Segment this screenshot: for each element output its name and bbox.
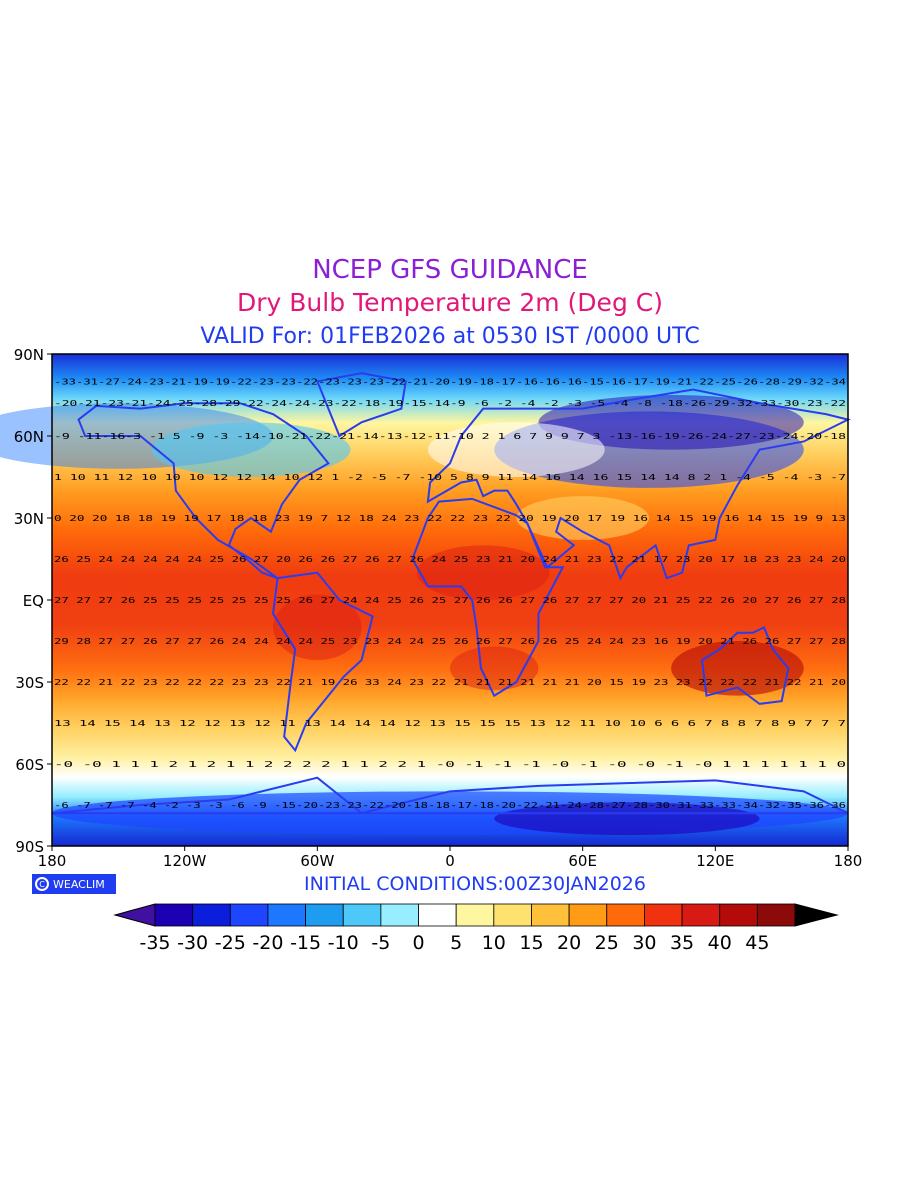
chart-subtitle: Dry Bulb Temperature 2m (Deg C): [237, 288, 663, 317]
y-tick-label: EQ: [23, 592, 44, 610]
australia-outline: [700, 625, 790, 705]
y-tick-label: 90N: [14, 346, 44, 364]
temperature-anomaly: [516, 496, 650, 540]
grid-value-row: 22 22 21 22 23 22 22 22 23 23 22 21 19 2…: [54, 678, 847, 687]
chart-title: NCEP GFS GUIDANCE: [312, 255, 588, 285]
x-tick-label: 120W: [163, 852, 207, 870]
x-tick-label: 60E: [568, 852, 597, 870]
grid-value-row: -33-31-27-24-23-21-19-19-22-23-23-22-23-…: [54, 377, 847, 386]
temperature-anomaly: [538, 395, 804, 450]
grid-value-row: 27 27 27 26 25 25 25 25 25 25 25 26 27 2…: [54, 596, 847, 605]
grid-value-row: -20-21-23-21-24-25-28-29-22-24-24-23-22-…: [54, 399, 846, 408]
y-tick-label: 60N: [14, 428, 44, 446]
x-tick-label: 180: [38, 852, 67, 870]
greenland-outline: [315, 372, 407, 438]
y-tick-label: 30N: [14, 510, 44, 528]
y-tick-label: 60S: [15, 756, 44, 774]
antarctica-outline: [51, 776, 849, 815]
grid-value-row: 29 28 27 27 26 27 27 26 24 24 24 24 25 2…: [54, 637, 847, 646]
grid-value-row: 1 10 11 12 10 10 10 12 12 14 10 12 1 -2 …: [54, 473, 846, 482]
y-tick-label: 30S: [15, 674, 44, 692]
weaclim-badge: C WEACLIM: [32, 874, 116, 894]
temperature-anomaly: [273, 594, 362, 661]
weaclim-label: WEACLIM: [53, 877, 105, 891]
initial-conditions-label: INITIAL CONDITIONS:00Z30JAN2026: [304, 873, 646, 895]
grid-value-row: -0 -0 1 1 1 2 1 2 1 1 2 2 2 2 1 1 2 2 1 …: [54, 760, 847, 769]
temperature-anomaly: [450, 646, 539, 691]
temperature-anomaly: [416, 545, 550, 601]
x-tick-label: 120E: [696, 852, 734, 870]
grid-value-row: -9 -11-16-3 -1 5 -9 -3 -14-10-21-22-21-1…: [54, 432, 847, 441]
y-tick-label: 90S: [15, 838, 44, 856]
x-tick-label: 180: [834, 852, 863, 870]
x-tick-label: 60W: [300, 852, 334, 870]
grid-value-row: 26 25 24 24 24 24 24 25 26 27 20 26 26 2…: [54, 555, 847, 564]
valid-time-label: VALID For: 01FEB2026 at 0530 IST /0000 U…: [200, 324, 700, 349]
temperature-anomaly: [427, 422, 605, 477]
temperature-anomaly: [494, 802, 760, 836]
x-tick-label: 0: [445, 852, 455, 870]
grid-value-row: 0 20 20 18 18 19 19 17 18 18 23 19 7 12 …: [54, 514, 846, 523]
north-america-outline: [77, 402, 330, 580]
temperature-anomaly: [151, 422, 351, 477]
copyright-icon: C: [35, 877, 49, 891]
eurasia-outline: [426, 388, 851, 581]
africa-outline: [411, 497, 565, 698]
south-america-outline: [272, 571, 374, 753]
grid-value-row: 13 14 15 14 13 12 12 13 12 11 13 14 14 1…: [54, 719, 846, 728]
grid-value-row: -6 -7 -7 -7 -4 -2 -3 -3 -6 -9 -15-20-23-…: [54, 801, 847, 810]
